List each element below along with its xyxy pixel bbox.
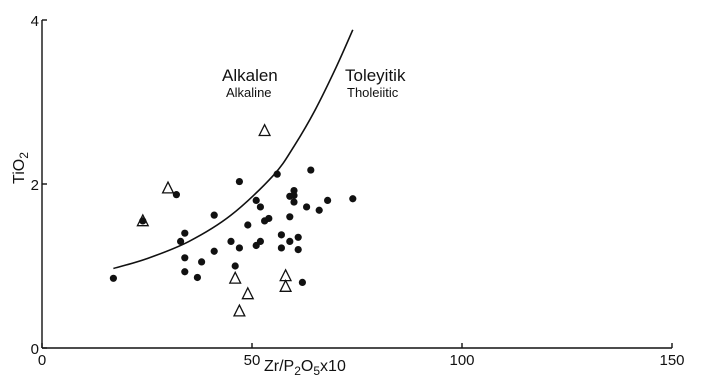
alkaline-region-sublabel: Alkaline [226, 85, 272, 100]
data-point-filled-circle [231, 262, 239, 270]
data-point-filled-circle [294, 246, 302, 254]
data-point-filled-circle [315, 206, 323, 214]
data-point-open-triangle [232, 303, 246, 317]
data-point-filled-circle [235, 177, 243, 186]
data-point-open-triangle [228, 270, 242, 284]
y-axis-label: TiO2 [11, 152, 31, 184]
y-tick-label: 4 [31, 13, 39, 30]
data-point-filled-circle [193, 273, 201, 282]
data-point-filled-circle [290, 186, 298, 195]
data-point-open-triangle [279, 279, 293, 292]
data-point-filled-circle [307, 166, 315, 174]
x-tick-label: 0 [38, 352, 46, 369]
data-point-filled-circle [349, 195, 357, 203]
data-point-open-triangle [161, 180, 175, 194]
data-point-filled-circle [290, 191, 298, 200]
data-point-filled-circle [181, 229, 189, 237]
data-point-filled-circle [324, 196, 332, 204]
data-point-filled-circle [294, 233, 302, 241]
x-axis-label: Zr/P2O5x10 [264, 358, 346, 378]
data-point-filled-circle [286, 213, 294, 221]
data-point-filled-circle [235, 244, 243, 252]
data-point-open-triangle [136, 213, 150, 227]
tick-marks [41, 19, 673, 349]
data-point-filled-circle [198, 258, 206, 266]
data-point-filled-circle [210, 247, 218, 255]
data-point-filled-circle [181, 254, 189, 262]
data-point-filled-circle [277, 231, 285, 239]
data-point-open-triangle [279, 268, 293, 282]
x-tick-label: 50 [244, 352, 261, 369]
data-point-filled-circle [298, 278, 306, 286]
data-point-filled-circle [265, 214, 273, 223]
data-point-filled-circle [277, 244, 285, 252]
data-point-filled-circle [210, 211, 218, 219]
y-tick-label: 0 [31, 341, 39, 358]
data-point-filled-circle [109, 274, 117, 282]
data-point-filled-circle [252, 196, 260, 204]
alkaline-region-label: Alkalen [222, 66, 278, 85]
tick-labels: 0 50 100 150 0 2 4 [31, 13, 685, 369]
tholeiitic-region-label: Toleyitik [345, 66, 406, 85]
data-point-filled-circle [273, 170, 281, 178]
data-point-filled-circle [256, 203, 264, 211]
data-point-filled-circle [286, 237, 294, 245]
data-point-filled-circle [172, 191, 180, 199]
x-tick-label: 100 [449, 352, 474, 369]
data-point-filled-circle [181, 268, 189, 276]
alkaline-tholeiitic-boundary-curve [113, 29, 354, 270]
data-points [109, 123, 357, 317]
data-point-filled-circle [256, 237, 264, 245]
tholeiitic-region-sublabel: Tholeiitic [347, 85, 399, 100]
data-point-filled-circle [290, 198, 298, 206]
data-point-open-triangle [258, 123, 272, 137]
data-point-filled-circle [303, 203, 311, 211]
data-point-filled-circle [227, 237, 235, 245]
x-tick-label: 150 [659, 352, 684, 369]
data-point-filled-circle [244, 221, 252, 229]
data-point-open-triangle [241, 286, 255, 300]
y-tick-label: 2 [31, 177, 39, 194]
data-point-filled-circle [177, 237, 185, 245]
